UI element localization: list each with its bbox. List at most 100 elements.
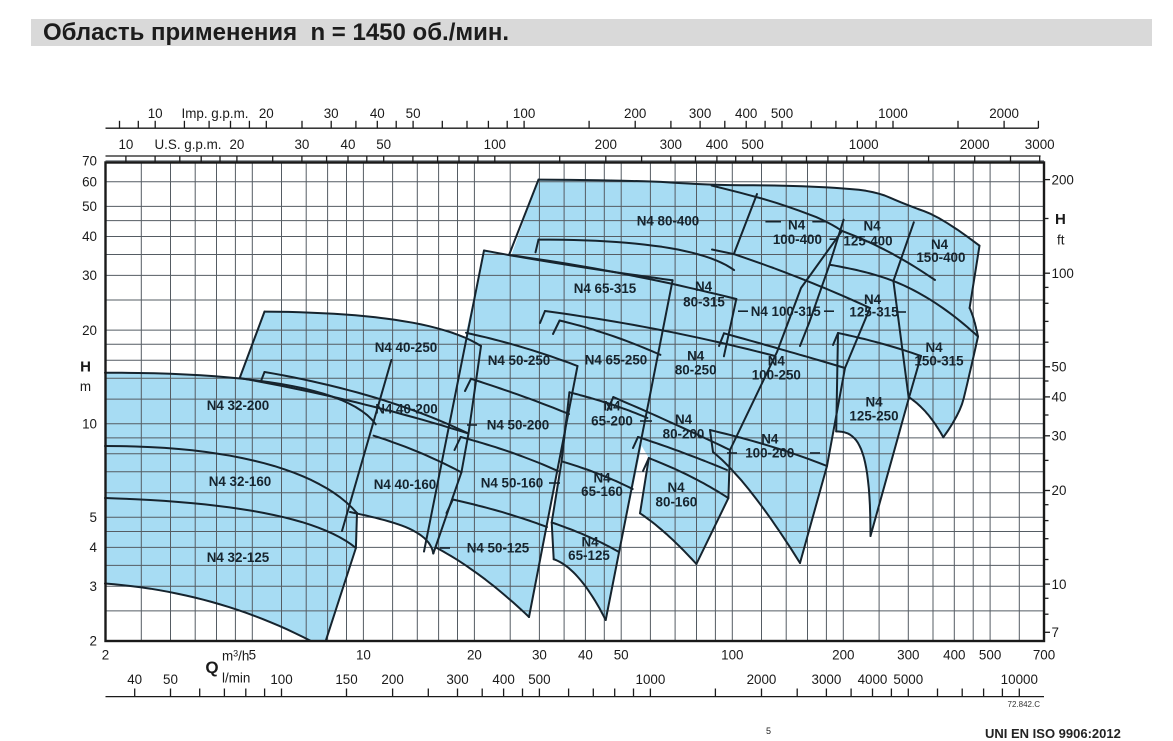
svg-text:65-160: 65-160 [581,484,623,499]
svg-text:N4 40-200: N4 40-200 [375,402,438,417]
svg-text:N4 100-315: N4 100-315 [751,304,822,319]
svg-text:N4: N4 [695,279,713,294]
svg-text:20: 20 [82,323,97,338]
svg-text:20: 20 [467,648,482,663]
svg-text:50: 50 [82,199,97,214]
svg-text:100: 100 [484,137,506,152]
svg-text:300: 300 [689,106,711,121]
svg-text:40: 40 [341,137,356,152]
svg-text:N4 32-200: N4 32-200 [207,398,270,413]
svg-text:N4: N4 [761,432,779,447]
svg-text:2: 2 [102,648,109,663]
svg-text:65-200: 65-200 [591,414,633,429]
svg-text:125-315: 125-315 [849,305,899,320]
svg-text:40: 40 [370,106,385,121]
svg-text:Imp. g.p.m.: Imp. g.p.m. [182,106,249,121]
svg-text:2000: 2000 [747,672,777,687]
svg-text:500: 500 [741,137,763,152]
svg-text:200: 200 [832,648,854,663]
svg-text:40: 40 [578,648,593,663]
svg-text:N4 40-250: N4 40-250 [375,340,438,355]
svg-text:72.842.C: 72.842.C [1008,700,1041,709]
svg-text:5000: 5000 [893,672,923,687]
svg-text:2000: 2000 [989,106,1019,121]
svg-text:300: 300 [446,672,468,687]
svg-text:N4 32-125: N4 32-125 [207,550,270,565]
svg-text:100: 100 [721,648,743,663]
svg-text:400: 400 [706,137,728,152]
svg-text:65-125: 65-125 [568,548,610,563]
svg-text:100-200: 100-200 [745,446,794,461]
svg-text:20: 20 [259,106,274,121]
svg-text:50: 50 [163,672,178,687]
svg-text:700: 700 [1033,648,1055,663]
svg-text:400: 400 [735,106,757,121]
svg-text:50: 50 [614,648,629,663]
svg-text:N4 80-400: N4 80-400 [637,214,700,229]
svg-text:50: 50 [376,137,391,152]
svg-text:1000: 1000 [636,672,666,687]
svg-text:10: 10 [356,648,371,663]
svg-text:150-400: 150-400 [916,250,965,265]
svg-text:N4: N4 [593,471,611,486]
svg-text:ft: ft [1057,233,1065,248]
svg-text:N4: N4 [768,354,786,369]
svg-text:10000: 10000 [1001,672,1038,687]
svg-text:70: 70 [82,154,97,169]
svg-text:400: 400 [943,648,965,663]
svg-text:U.S. g.p.m.: U.S. g.p.m. [155,137,222,152]
svg-text:7: 7 [1052,625,1059,640]
svg-text:N4 50-250: N4 50-250 [488,353,551,368]
svg-text:N4: N4 [788,218,806,233]
svg-text:50: 50 [406,106,421,121]
svg-text:400: 400 [492,672,514,687]
svg-text:100: 100 [1052,266,1074,281]
svg-text:N4 50-160: N4 50-160 [481,476,544,491]
svg-text:50: 50 [1052,360,1067,375]
svg-text:5: 5 [249,648,256,663]
svg-text:300: 300 [660,137,682,152]
svg-text:30: 30 [324,106,339,121]
svg-text:4: 4 [90,540,98,555]
svg-text:10: 10 [148,106,163,121]
svg-text:4000: 4000 [858,672,888,687]
svg-text:N4: N4 [865,395,883,410]
svg-text:40: 40 [127,672,142,687]
svg-text:30: 30 [532,648,547,663]
svg-text:3000: 3000 [1025,137,1055,152]
svg-text:N4 32-160: N4 32-160 [209,474,272,489]
svg-text:Q: Q [205,658,218,677]
svg-text:N4: N4 [581,535,599,550]
svg-text:N4: N4 [667,480,685,495]
svg-text:m: m [80,379,91,394]
svg-text:N4 50-200: N4 50-200 [487,418,550,433]
svg-text:N4: N4 [675,412,693,427]
svg-text:N4 65-315: N4 65-315 [574,281,637,296]
svg-text:10: 10 [82,416,97,431]
svg-text:40: 40 [1052,390,1067,405]
svg-text:60: 60 [82,175,97,190]
svg-text:m3/h: m3/h [222,649,249,664]
svg-text:N4: N4 [863,219,881,234]
svg-text:30: 30 [1052,429,1067,444]
svg-text:N4 65-250: N4 65-250 [585,353,648,368]
svg-text:N4: N4 [931,237,949,252]
svg-text:N4 50-125: N4 50-125 [467,541,530,556]
svg-text:200: 200 [1052,172,1074,187]
svg-text:l/min: l/min [222,671,250,686]
svg-text:200: 200 [381,672,403,687]
svg-text:80-315: 80-315 [683,295,725,310]
svg-text:300: 300 [897,648,919,663]
svg-text:N4: N4 [603,399,621,414]
svg-text:H: H [1055,211,1066,228]
svg-text:200: 200 [595,137,617,152]
svg-text:100-400: 100-400 [773,232,822,247]
svg-text:125-250: 125-250 [849,409,898,424]
svg-text:500: 500 [771,106,793,121]
svg-text:3: 3 [90,579,97,594]
svg-text:20: 20 [1052,483,1067,498]
svg-text:150: 150 [335,672,357,687]
svg-text:N4 40-160: N4 40-160 [374,477,437,492]
svg-text:5: 5 [90,510,97,525]
svg-text:20: 20 [229,137,244,152]
